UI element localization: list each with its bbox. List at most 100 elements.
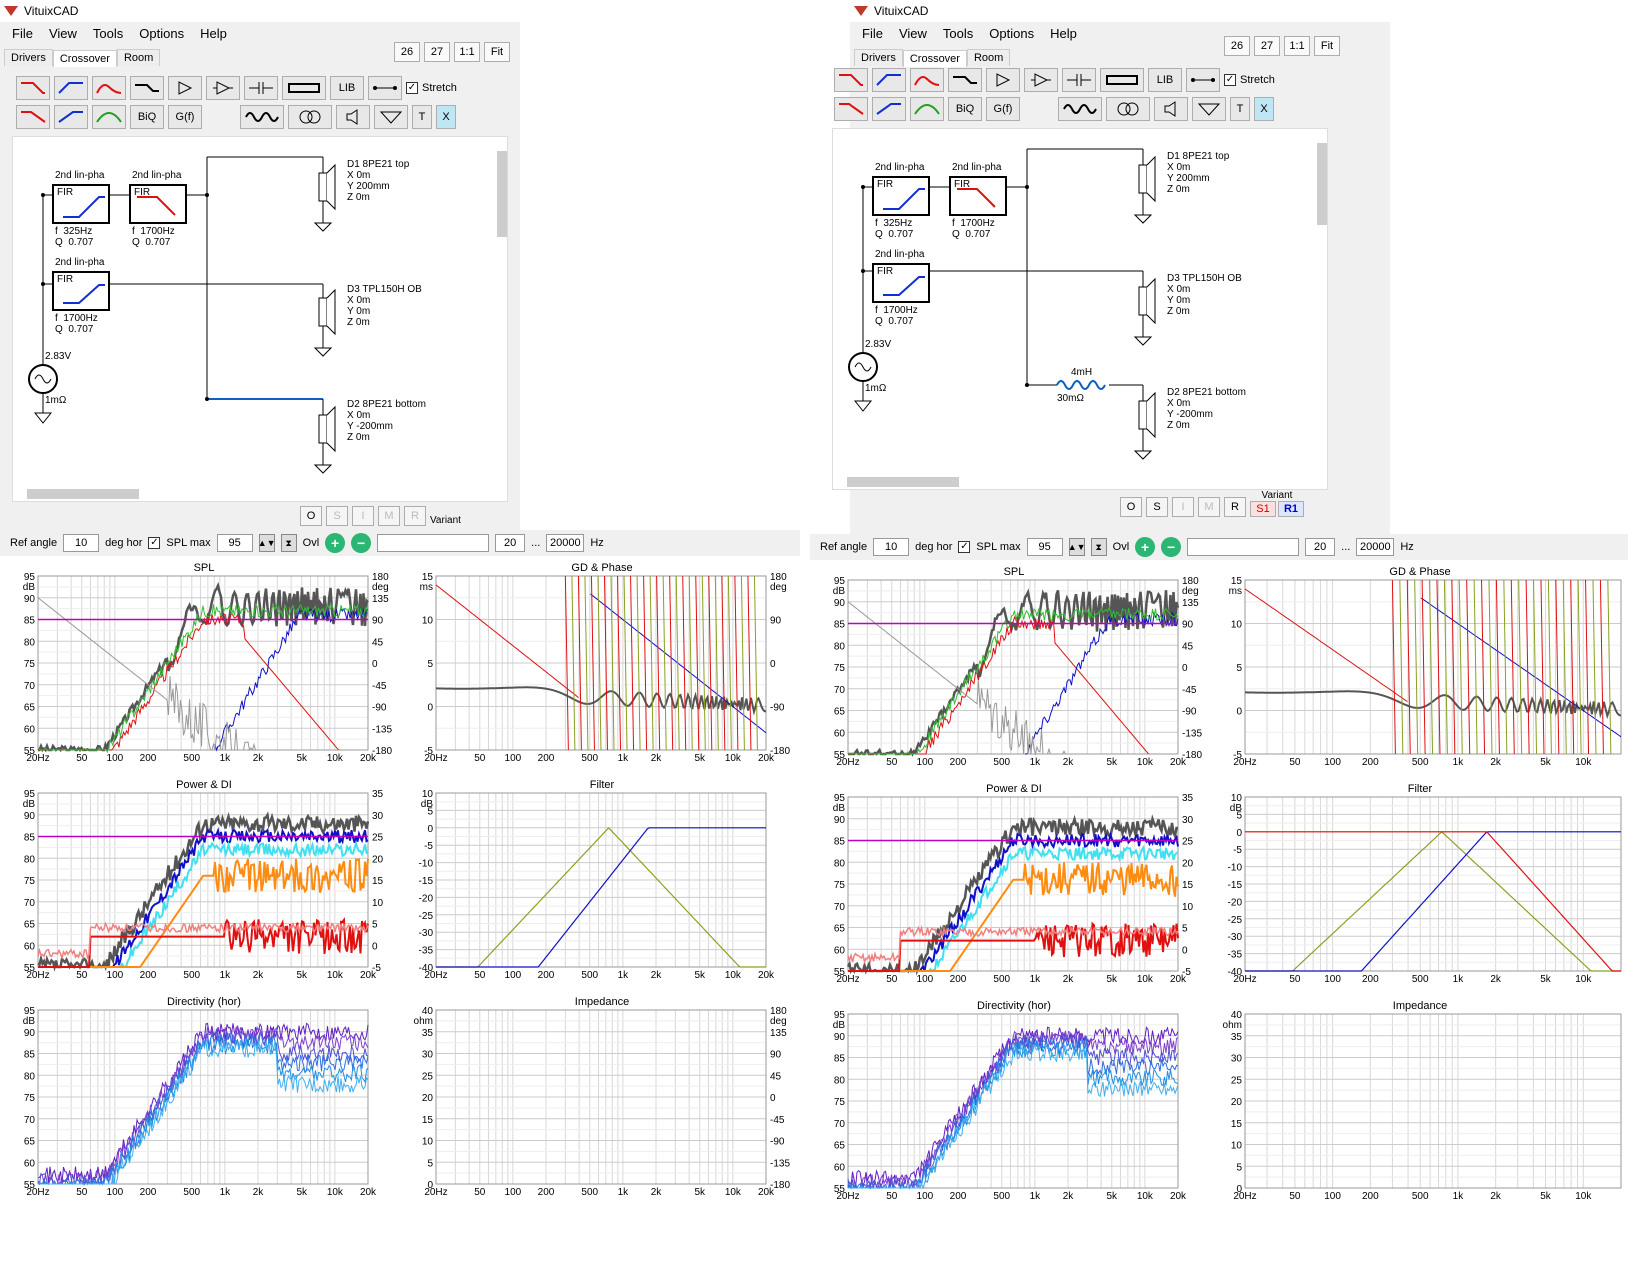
zoom-26-button-r[interactable]: 26 (1224, 36, 1250, 56)
transformer-icon[interactable] (288, 105, 332, 129)
driver-d2-label-r[interactable]: D2 8PE21 bottom X 0m Y -200mm Z 0m (1167, 387, 1246, 431)
variant-r1-button[interactable]: R1 (1278, 501, 1304, 517)
delete-button[interactable]: X (436, 105, 456, 129)
s-button-r[interactable]: S (1146, 497, 1168, 517)
zoom-27-button-r[interactable]: 27 (1254, 36, 1280, 56)
zoom-1to1-button-r[interactable]: 1:1 (1284, 36, 1310, 56)
chart-gd-panel[interactable]: GD & Phase 15 10 5 0 -5 ms 180 90 0 -90 -180 deg 20Hz… (406, 560, 798, 772)
zoom-27-button[interactable]: 27 (424, 42, 450, 62)
tab-drivers[interactable]: Drivers (4, 49, 53, 66)
amplifier-icon[interactable] (986, 68, 1020, 92)
add-overlay-icon[interactable]: + (1135, 537, 1156, 557)
text-button[interactable]: T (412, 105, 432, 129)
m-button-r[interactable]: M (1198, 497, 1220, 517)
chart-impedance-panel[interactable]: Impedance 40 35 30 25 20 15 10 5 0 ohm 20Hz 50 100 200… (1215, 998, 1625, 1210)
chart-power-panel[interactable]: Power & DI 95 90 85 80 75 70 65 60 55 dB 35 30 25 20 15… (8, 777, 400, 989)
speaker-icon[interactable] (336, 105, 370, 129)
chart-directivity-panel[interactable]: Directivity (hor) 95 90 85 80 75 70 65 60 55 dB 20H… (818, 998, 1210, 1210)
inductor-icon[interactable] (240, 105, 284, 129)
add-overlay-icon[interactable]: + (325, 533, 346, 553)
lowpass-red-icon[interactable] (16, 76, 50, 100)
highpass-blue-icon[interactable] (54, 76, 88, 100)
amplifier-icon[interactable] (168, 76, 202, 100)
highpass2-blue-icon[interactable] (872, 97, 906, 121)
biquad-button[interactable]: BiQ (130, 105, 164, 129)
tab-drivers-r[interactable]: Drivers (854, 49, 903, 66)
wire-icon[interactable] (368, 76, 402, 100)
shelf-icon[interactable] (948, 68, 982, 92)
capacitor-icon[interactable] (1062, 68, 1096, 92)
bandpass-red-icon[interactable] (910, 68, 944, 92)
chart-filter-panel[interactable]: Filter 10 5 0 -5 -10 -15 -20 -25 -30 -35 -40 dB 20Hz 5… (406, 777, 798, 989)
spl-max-checkbox-r[interactable]: ✓ (958, 541, 971, 553)
freq-min-input-r[interactable]: 20 (1305, 538, 1336, 556)
menu-view[interactable]: View (48, 26, 77, 41)
freq-min-input[interactable]: 20 (495, 534, 526, 552)
bandpass-green-icon[interactable] (92, 105, 126, 129)
zoom-fit-button[interactable]: Fit (484, 42, 510, 62)
spin-reset-icon[interactable]: ⧗ (280, 534, 297, 552)
overlay-input[interactable] (377, 534, 490, 552)
highpass2-blue-icon[interactable] (54, 105, 88, 129)
spl-max-input-r[interactable]: 95 (1026, 538, 1063, 556)
spin-updown-icon[interactable]: ▲▼ (1068, 538, 1086, 556)
menu-help[interactable]: Help (200, 26, 227, 41)
chart-power-panel[interactable]: Power & DI 95 90 85 80 75 70 65 60 55 dB 35 30 25 20 15… (818, 781, 1210, 993)
menu-tools-r[interactable]: Tools (942, 26, 974, 41)
o-button[interactable]: O (300, 506, 322, 526)
lib-button[interactable]: LIB (330, 76, 364, 100)
spl-max-input[interactable]: 95 (216, 534, 253, 552)
ref-angle-input[interactable]: 10 (63, 534, 100, 552)
menu-options-r[interactable]: Options (989, 26, 1035, 41)
schematic-canvas-left[interactable]: 2nd lin-pha FIR f 325Hz Q 0.707 2nd lin-… (12, 136, 508, 502)
chart-spl-panel[interactable]: SPL 95 90 85 80 75 70 65 60 55 dB 180 135 90 45 0 -45 -90… (818, 564, 1210, 776)
s-button[interactable]: S (326, 506, 348, 526)
spin-updown-icon[interactable]: ▲▼ (258, 534, 276, 552)
tab-crossover-r[interactable]: Crossover (902, 50, 967, 67)
overlay-input-r[interactable] (1187, 538, 1300, 556)
driver-d1-label-r[interactable]: D1 8PE21 top X 0m Y 200mm Z 0m (1167, 151, 1230, 195)
zoom-fit-button-r[interactable]: Fit (1314, 36, 1340, 56)
o-button-r[interactable]: O (1120, 497, 1142, 517)
inductor-value[interactable]: 4mH (1071, 367, 1093, 378)
chart-directivity-panel[interactable]: Directivity (hor) 95 90 85 80 75 70 65 60 55 dB 20H… (8, 994, 400, 1206)
freq-max-input[interactable]: 20000 (546, 534, 585, 552)
tab-room[interactable]: Room (116, 49, 161, 66)
capacitor-icon[interactable] (244, 76, 278, 100)
i-button-r[interactable]: I (1172, 497, 1194, 517)
delete-button-r[interactable]: X (1254, 97, 1274, 121)
ref-angle-input-r[interactable]: 10 (873, 538, 910, 556)
driver-d3-label-r[interactable]: D3 TPL150H OB X 0m Y 0m Z 0m (1167, 273, 1242, 317)
bandpass-green-icon[interactable] (910, 97, 944, 121)
remove-overlay-icon[interactable]: − (351, 533, 372, 553)
driver-d1-label[interactable]: D1 8PE21 top X 0m Y 200mm Z 0m (347, 159, 410, 203)
ground-icon[interactable] (374, 105, 408, 129)
freq-max-input-r[interactable]: 20000 (1356, 538, 1395, 556)
speaker-icon[interactable] (1154, 97, 1188, 121)
lowpass2-red-icon[interactable] (16, 105, 50, 129)
shelf-icon[interactable] (130, 76, 164, 100)
r-button-r[interactable]: R (1224, 497, 1246, 517)
chart-impedance-panel[interactable]: Impedance 40 35 30 25 20 15 10 5 0 ohm 180 135 90 45 0-… (406, 994, 798, 1206)
lib-button-r[interactable]: LIB (1148, 68, 1182, 92)
biquad-button-r[interactable]: BiQ (948, 97, 982, 121)
menu-file-r[interactable]: File (862, 26, 883, 41)
chart-filter-panel[interactable]: Filter 10 5 0 -5 -10 -15 -20 -25 -30 -35 -40 dB 20Hz 5… (1215, 781, 1625, 993)
wire-icon[interactable] (1186, 68, 1220, 92)
variant-s1-button[interactable]: S1 (1250, 501, 1276, 517)
r-button[interactable]: R (404, 506, 426, 526)
text-button-r[interactable]: T (1230, 97, 1250, 121)
tab-crossover[interactable]: Crossover (52, 50, 117, 67)
menu-help-r[interactable]: Help (1050, 26, 1077, 41)
gf-button[interactable]: G(f) (168, 105, 202, 129)
schematic-canvas-right[interactable]: 2nd lin-pha FIR f 325Hz Q 0.707 2nd lin-… (832, 128, 1328, 490)
zoom-26-button[interactable]: 26 (394, 42, 420, 62)
buffer-icon[interactable] (1024, 68, 1058, 92)
transformer-icon[interactable] (1106, 97, 1150, 121)
stretch-checkbox-r[interactable]: ✓ Stretch (1224, 74, 1275, 86)
lowpass-red-icon[interactable] (834, 68, 868, 92)
i-button[interactable]: I (352, 506, 374, 526)
remove-overlay-icon[interactable]: − (1161, 537, 1182, 557)
menu-view-r[interactable]: View (898, 26, 927, 41)
tab-room-r[interactable]: Room (966, 49, 1011, 66)
